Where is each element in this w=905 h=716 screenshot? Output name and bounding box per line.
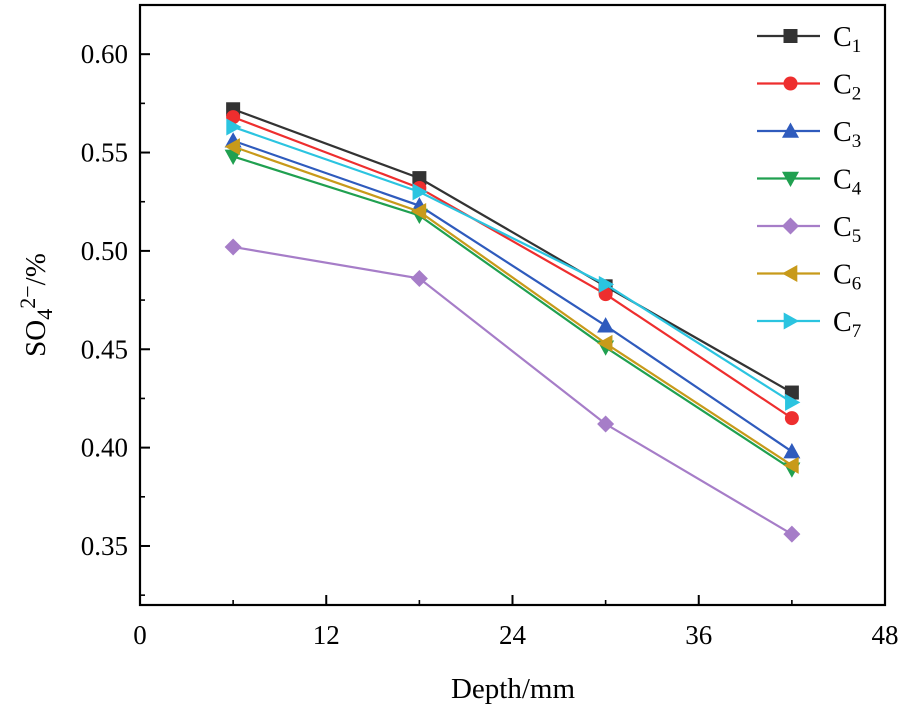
legend-item-C3: C3 [757, 117, 861, 152]
data-point-C5 [224, 238, 242, 256]
data-point-C1 [412, 171, 427, 186]
x-tick-label: 36 [685, 620, 712, 650]
legend-item-C6: C6 [757, 260, 861, 295]
y-axis-title-base: SO [20, 320, 52, 357]
series-layer [224, 102, 801, 543]
y-axis-title-suffix: /% [20, 253, 52, 285]
y-tick-label: 0.60 [81, 39, 128, 69]
data-point-C2 [784, 411, 799, 426]
data-point-C7 [412, 183, 428, 201]
plot-frame [138, 3, 887, 607]
series-line-C6 [232, 145, 793, 467]
y-tick-label: 0.55 [81, 138, 128, 168]
series-C2 [226, 110, 799, 426]
y-tick-label: 0.35 [81, 531, 128, 561]
legend-label: C3 [833, 117, 861, 152]
series-C5 [224, 238, 801, 543]
data-point-C6 [410, 203, 427, 221]
legend-label: C6 [833, 260, 861, 295]
data-point-C6 [224, 138, 240, 156]
data-point-C5 [783, 525, 801, 543]
data-point-C6 [783, 456, 799, 474]
legend-marker [783, 29, 798, 43]
legend-marker [782, 265, 798, 282]
legend-label: C7 [833, 307, 861, 342]
y-axis-title: SO42−/% [15, 253, 57, 357]
legend-marker [782, 122, 799, 138]
data-point-C3 [597, 317, 615, 333]
y-axis-title-subscript: 4 [32, 309, 57, 320]
data-point-C6 [597, 334, 613, 352]
data-point-C5 [410, 269, 428, 287]
data-point-C7 [226, 118, 242, 136]
data-point-C3 [783, 443, 801, 459]
series-line-C5 [232, 245, 793, 536]
series-line-C3 [232, 139, 793, 453]
legend-item-C4: C4 [757, 165, 862, 200]
series-line-C1 [232, 108, 793, 394]
x-tick-label: 24 [499, 620, 527, 650]
series-line-C2 [232, 116, 793, 420]
legend-item-C2: C2 [757, 70, 861, 105]
legend: C1 C2 C3 C4 C5 C6 C7 [757, 22, 862, 342]
data-point-C5 [597, 415, 615, 433]
series-line-C4 [232, 155, 793, 471]
legend-label: C4 [833, 165, 862, 200]
x-tick-label: 48 [872, 620, 899, 650]
y-tick-label: 0.50 [81, 236, 128, 266]
series-C7 [226, 118, 801, 411]
series-line-C7 [232, 125, 793, 404]
legend-marker [782, 171, 799, 187]
data-point-C7 [598, 275, 615, 293]
series-C6 [224, 138, 799, 474]
legend-marker [783, 312, 799, 330]
x-tick-label: 12 [313, 620, 340, 650]
legend-marker [783, 76, 798, 91]
legend-marker [782, 217, 799, 235]
series-C4 [224, 149, 801, 478]
legend-item-C5: C5 [757, 212, 861, 247]
legend-label: C1 [833, 22, 861, 57]
legend-item-C7: C7 [757, 307, 861, 342]
y-tick-label: 0.45 [81, 334, 128, 364]
legend-label: C5 [833, 212, 861, 247]
x-axis-title: Depth/mm [451, 673, 575, 705]
y-tick-label: 0.40 [81, 433, 128, 463]
x-tick-label: 0 [133, 620, 147, 650]
legend-item-C1: C1 [757, 22, 861, 57]
data-point-C7 [785, 393, 801, 411]
axes-layer: 0 12 24 36 48 0.35 0.40 0.45 0.50 0.55 0.60 [81, 3, 899, 650]
legend-label: C2 [833, 70, 861, 105]
y-axis-title-superscript: 2− [15, 285, 40, 308]
